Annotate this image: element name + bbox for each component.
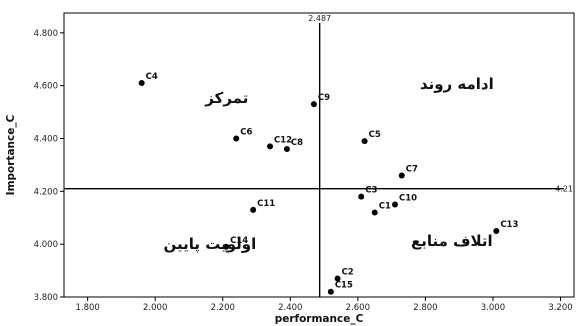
data-point-c11 (250, 206, 257, 213)
y-tick-label: 4.800 (34, 29, 58, 39)
point-label-c3: C3 (365, 186, 377, 196)
data-point-c10 (391, 201, 398, 208)
data-point-c15 (327, 288, 334, 295)
data-points: C1 C2 C3 C4 C5 C6 C7 C8 C9 C10 C11 C12 C13 C14 C15 (138, 72, 518, 295)
data-point-c3 (358, 193, 365, 200)
horizontal-reference-label: 4.21 (555, 185, 573, 194)
point-label-c11: C11 (257, 199, 275, 209)
x-tick-label: 2.000 (143, 303, 167, 313)
point-label-c8: C8 (291, 138, 303, 148)
point-label-c5: C5 (369, 130, 381, 140)
quadrant-label-top-left: تمرکز (204, 89, 248, 107)
point-label-c13: C13 (500, 220, 518, 230)
point-label-c14: C14 (230, 236, 248, 246)
data-point-c7 (398, 172, 405, 179)
quadrant-label-top-right: ادامه روند (420, 75, 494, 93)
x-axis-title: performance_C (275, 313, 364, 325)
point-label-c7: C7 (406, 164, 418, 174)
x-tick-label: 1.800 (75, 303, 99, 313)
point-label-c4: C4 (146, 72, 158, 82)
point-label-c12: C12 (274, 135, 292, 145)
point-label-c15: C15 (335, 281, 353, 291)
x-axis-ticks: 1.800 2.000 2.200 2.400 2.600 2.800 3.000 3.200 (75, 297, 573, 313)
y-tick-label: 4.600 (34, 82, 58, 92)
y-axis-ticks: 3.800 4.000 4.200 4.400 4.600 4.800 (34, 29, 64, 303)
data-point-c4 (138, 80, 145, 87)
quadrant-labels: تمرکز ادامه روند اولویت پایین اتلاف منابع (163, 75, 493, 254)
quadrant-label-bottom-right: اتلاف منابع (411, 232, 493, 250)
y-tick-label: 4.200 (34, 187, 58, 197)
x-tick-label: 2.200 (211, 303, 235, 313)
point-label-c9: C9 (318, 93, 330, 103)
point-label-c1: C1 (379, 201, 391, 211)
data-point-c5 (361, 138, 368, 145)
point-label-c6: C6 (240, 127, 252, 137)
data-point-c6 (233, 135, 240, 142)
data-point-c9 (310, 101, 317, 108)
reference-lines: 2.487 4.21 (64, 14, 573, 297)
data-point-c8 (283, 146, 290, 153)
data-point-c2 (334, 275, 341, 282)
y-tick-label: 4.000 (34, 240, 58, 250)
data-point-c1 (371, 209, 378, 216)
x-tick-label: 2.600 (346, 303, 370, 313)
point-label-c2: C2 (342, 268, 354, 278)
y-tick-label: 4.400 (34, 134, 58, 144)
y-tick-label: 3.800 (34, 293, 58, 303)
vertical-reference-label: 2.487 (308, 14, 331, 23)
x-tick-label: 3.200 (548, 303, 572, 313)
x-tick-label: 2.400 (278, 303, 302, 313)
point-label-c10: C10 (399, 194, 417, 204)
x-tick-label: 3.000 (481, 303, 505, 313)
data-point-c13 (493, 227, 500, 234)
data-point-c14 (223, 243, 230, 250)
y-axis-title: Importance_C (5, 114, 17, 195)
data-point-c12 (267, 143, 274, 150)
x-tick-label: 2.800 (413, 303, 437, 313)
quadrant-label-bottom-left: اولویت پایین (163, 235, 256, 254)
